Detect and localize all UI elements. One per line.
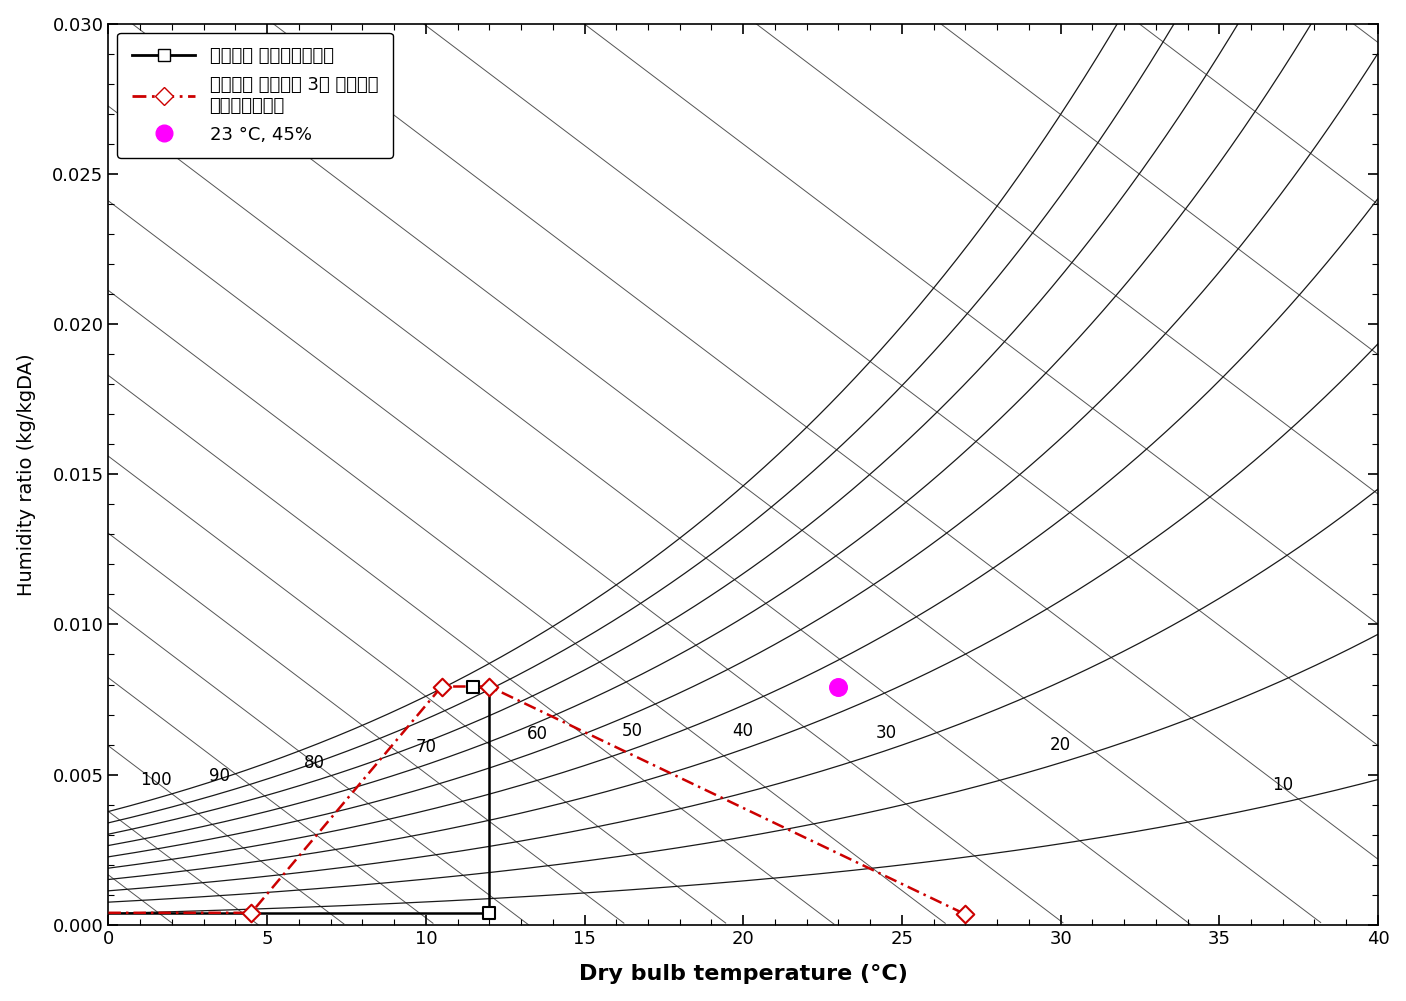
Point bbox=[955, 906, 977, 922]
Text: 10: 10 bbox=[1272, 776, 1294, 794]
Text: 50: 50 bbox=[621, 723, 643, 741]
X-axis label: Dry bulb temperature (°C): Dry bulb temperature (°C) bbox=[579, 964, 908, 984]
Text: 100: 100 bbox=[141, 772, 172, 790]
Point bbox=[463, 679, 485, 695]
Text: 90: 90 bbox=[209, 767, 231, 785]
Text: 40: 40 bbox=[733, 722, 754, 740]
Point bbox=[478, 905, 501, 921]
Legend: 증기가습 외기공조시스템, 고온냉수 열회수식 3단 에어와셔
외기공조시스템, 23 °C, 45%: 증기가습 외기공조시스템, 고온냉수 열회수식 3단 에어와셔 외기공조시스템,… bbox=[118, 33, 392, 158]
Text: 20: 20 bbox=[1050, 736, 1071, 754]
Text: 80: 80 bbox=[304, 754, 325, 772]
Point bbox=[478, 679, 501, 695]
Y-axis label: Humidity ratio (kg/kgDA): Humidity ratio (kg/kgDA) bbox=[17, 353, 35, 596]
Text: 60: 60 bbox=[526, 725, 547, 743]
Point bbox=[430, 679, 453, 695]
Text: 70: 70 bbox=[415, 738, 436, 756]
Text: 30: 30 bbox=[876, 724, 897, 742]
Point bbox=[240, 905, 263, 921]
Point bbox=[827, 679, 849, 695]
